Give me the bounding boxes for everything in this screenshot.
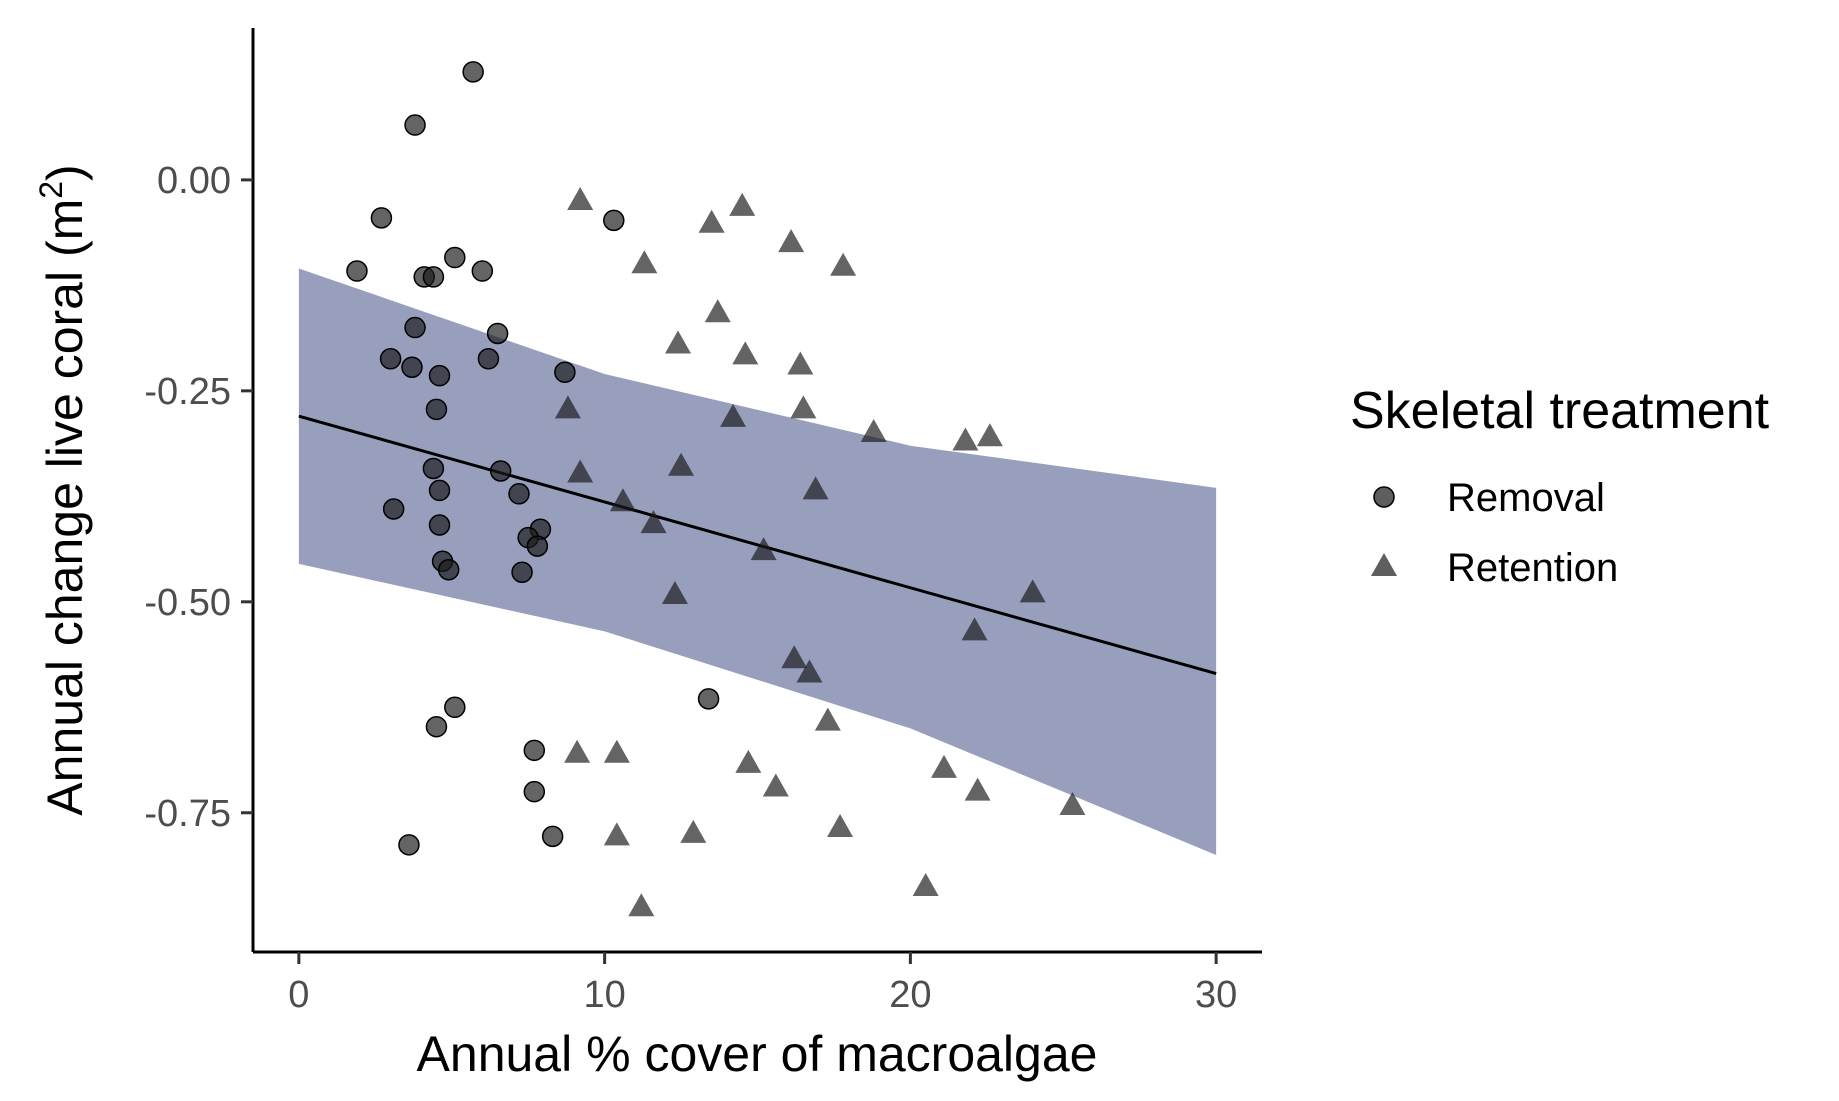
y-axis-title-superscript: 2 xyxy=(33,181,69,199)
point-retention xyxy=(665,330,692,354)
point-retention xyxy=(912,873,939,897)
data-points-layer xyxy=(346,61,1086,917)
point-removal xyxy=(404,114,426,136)
point-removal xyxy=(422,266,445,288)
point-removal xyxy=(508,483,530,505)
point-retention xyxy=(1059,792,1086,816)
y-axis-title: Annual change live coral (m2) xyxy=(33,164,93,815)
point-retention xyxy=(931,754,958,778)
point-retention xyxy=(787,351,814,375)
point-retention xyxy=(628,893,655,917)
point-retention xyxy=(952,427,979,451)
point-retention xyxy=(796,659,823,683)
axes-layer xyxy=(251,28,1262,954)
point-retention xyxy=(554,395,581,419)
point-removal xyxy=(346,260,368,282)
y-tick-label: -0.50 xyxy=(144,582,231,624)
point-removal xyxy=(511,561,533,584)
point-removal xyxy=(428,479,451,502)
point-removal xyxy=(404,316,426,339)
ticks-layer: 0 10 20 30 0.00 -0.25 -0.50 -0.75 xyxy=(144,160,1237,1016)
x-axis-title: Annual % cover of macroalgae xyxy=(417,1026,1098,1082)
point-retention xyxy=(704,299,731,323)
point-retention xyxy=(790,395,817,419)
point-retention xyxy=(732,341,759,365)
point-removal xyxy=(382,498,405,520)
point-removal xyxy=(603,209,625,232)
confidence-ribbon-layer xyxy=(298,268,1217,855)
point-removal xyxy=(422,457,445,480)
point-retention xyxy=(661,581,688,605)
point-removal xyxy=(379,348,402,370)
point-retention xyxy=(1019,579,1046,603)
legend-label-removal: Removal xyxy=(1447,476,1605,520)
point-retention xyxy=(781,645,808,669)
point-removal xyxy=(425,398,448,421)
y-tick-label: -0.75 xyxy=(144,793,231,835)
point-retention xyxy=(976,423,1003,447)
point-retention xyxy=(631,250,658,274)
point-retention xyxy=(830,252,857,276)
point-removal xyxy=(425,715,448,738)
fit-line-layer xyxy=(298,414,1217,675)
x-tick-label: 0 xyxy=(288,974,309,1016)
x-tick-label: 10 xyxy=(583,974,625,1016)
point-removal xyxy=(370,207,393,229)
point-removal xyxy=(541,825,564,848)
point-retention xyxy=(827,813,854,837)
point-retention xyxy=(961,617,988,641)
point-retention xyxy=(729,192,756,216)
point-retention xyxy=(964,777,991,801)
legend-key-retention xyxy=(1371,553,1397,576)
point-retention xyxy=(860,419,887,443)
point-retention xyxy=(603,822,630,846)
point-removal xyxy=(444,246,466,269)
confidence-ribbon xyxy=(298,268,1217,855)
point-retention xyxy=(640,510,667,534)
point-retention xyxy=(567,459,594,483)
y-tick-label: 0.00 xyxy=(157,160,231,202)
point-removal xyxy=(486,322,509,345)
legend-key-removal xyxy=(1373,486,1395,508)
legend-label-retention: Retention xyxy=(1447,546,1618,590)
point-removal xyxy=(462,61,484,83)
point-removal xyxy=(489,460,512,482)
point-removal xyxy=(554,361,576,384)
point-retention xyxy=(567,186,594,210)
point-retention xyxy=(814,707,841,731)
point-retention xyxy=(762,773,789,797)
point-removal xyxy=(401,356,423,378)
point-removal xyxy=(444,696,466,719)
legend: Skeletal treatment Removal Retention xyxy=(1350,382,1770,590)
point-removal xyxy=(523,739,546,762)
point-retention xyxy=(609,488,636,512)
point-removal xyxy=(471,260,494,282)
fit-line xyxy=(298,414,1217,675)
point-removal xyxy=(428,364,451,387)
point-removal xyxy=(428,514,451,536)
point-removal xyxy=(523,780,546,803)
point-removal xyxy=(398,834,420,856)
point-removal xyxy=(437,558,460,581)
x-tick-label: 30 xyxy=(1195,974,1237,1016)
legend-title: Skeletal treatment xyxy=(1350,382,1770,440)
y-tick-label: -0.25 xyxy=(144,371,231,413)
point-removal xyxy=(526,535,549,557)
point-removal xyxy=(697,688,720,710)
y-axis-title-main: Annual change live coral (m xyxy=(37,199,93,816)
point-retention xyxy=(603,739,630,763)
point-retention xyxy=(668,452,695,476)
point-retention xyxy=(750,537,777,561)
point-retention xyxy=(720,403,747,427)
point-retention xyxy=(680,819,707,843)
x-tick-label: 20 xyxy=(889,974,931,1016)
y-axis-title-close: ) xyxy=(37,164,93,181)
point-retention xyxy=(564,739,591,763)
point-retention xyxy=(802,476,829,500)
point-retention xyxy=(778,229,805,253)
point-retention xyxy=(698,209,725,233)
point-retention xyxy=(735,749,762,773)
point-removal xyxy=(477,348,500,370)
